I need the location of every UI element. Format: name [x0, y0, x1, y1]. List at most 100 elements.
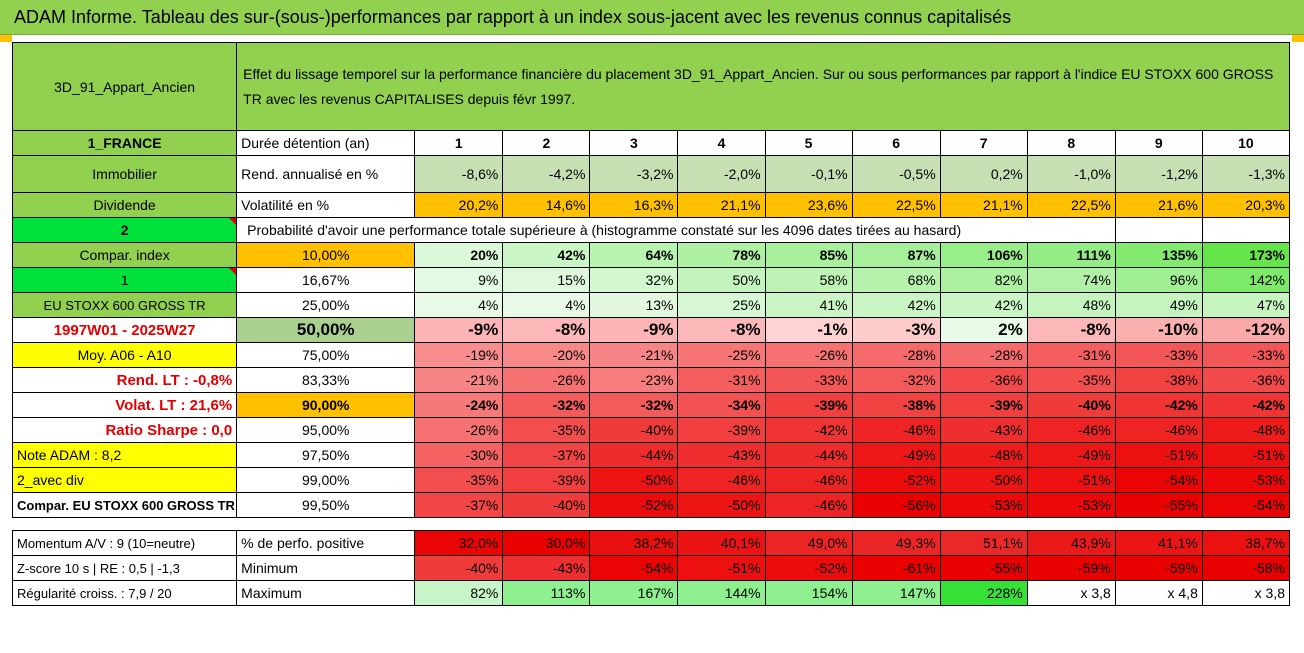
- positive-row: Momentum A/V : 9 (10=neutre)% de perfo. …: [11, 530, 1291, 556]
- quantile-pct: 90,00%: [236, 392, 416, 418]
- positive-value: 38,2%: [589, 530, 679, 556]
- positive-label: % de perfo. positive: [236, 530, 416, 556]
- quantile-value: -38%: [1114, 367, 1203, 393]
- quantile-row: Moy. A06 - A10 75,00% -19% -20% -21% -25% -26%…: [11, 342, 1291, 368]
- quantile-value: -39%: [677, 417, 766, 443]
- description-cell: Effet du lissage temporel sur la perform…: [236, 42, 1290, 131]
- quantile-value: -12%: [1201, 317, 1291, 343]
- quantile-row: 1997W01 - 2025W27 50,00% -9% -8% -9% -8% -1% -3…: [11, 317, 1291, 343]
- quantile-value: -32%: [851, 367, 941, 393]
- quantile-value: -40%: [502, 492, 591, 518]
- quantile-row: Note ADAM : 8,2 97,50% -30% -37% -44% -43% -44…: [11, 442, 1291, 468]
- quantile-value: -21%: [589, 342, 679, 368]
- duration-value: 8: [1026, 130, 1116, 156]
- blank-cell: [1201, 217, 1291, 243]
- quantile-value: -56%: [851, 492, 941, 518]
- positive-value: 30,0%: [502, 530, 591, 556]
- quantile-value: -42%: [764, 417, 853, 443]
- spacer-row: [12, 517, 1290, 531]
- quantile-pct: 25,00%: [236, 292, 416, 318]
- quantile-value: -50%: [939, 467, 1028, 493]
- quantile-pct: 83,33%: [236, 367, 416, 393]
- volatility-value: 16,3%: [589, 192, 679, 218]
- return-value: -2,0%: [677, 155, 766, 193]
- duration-value: 6: [851, 130, 941, 156]
- quantile-pct: 95,00%: [236, 417, 416, 443]
- positive-value: 40,1%: [677, 530, 766, 556]
- quantile-left-label: Ratio Sharpe : 0,0: [11, 417, 238, 443]
- spacer-cell: [852, 517, 941, 531]
- quantile-value: -52%: [589, 492, 679, 518]
- quantile-value: -3%: [851, 317, 941, 343]
- quantile-value: -28%: [851, 342, 941, 368]
- quantile-value: 78%: [677, 242, 766, 268]
- quantile-value: 25%: [677, 292, 766, 318]
- quantile-value: 142%: [1201, 267, 1291, 293]
- minimum-value: -59%: [1114, 555, 1203, 581]
- positive-value: 49,0%: [764, 530, 853, 556]
- volatility-value: 20,2%: [414, 192, 504, 218]
- maximum-value: 144%: [677, 580, 766, 606]
- maximum-row: Régularité croiss. : 7,9 / 20 Maximum 82% 1…: [11, 580, 1291, 606]
- quantile-pct: 75,00%: [236, 342, 416, 368]
- spacer-cell: [414, 517, 503, 531]
- quantile-value: -23%: [589, 367, 679, 393]
- quantile-value: -44%: [589, 442, 679, 468]
- positive-value: 43,9%: [1026, 530, 1116, 556]
- spacer-cell: [1115, 517, 1203, 531]
- header-row: 3D_91_Appart_Ancien Effet du lissage tem…: [11, 42, 1290, 131]
- quantile-value: -53%: [1201, 467, 1291, 493]
- quantile-value: -40%: [589, 417, 679, 443]
- income-type-cell: Dividende: [11, 192, 238, 218]
- volatility-value: 14,6%: [502, 192, 591, 218]
- spacer-cell: [1202, 517, 1290, 531]
- quantile-value: -36%: [1201, 367, 1291, 393]
- volatility-value: 22,5%: [1026, 192, 1116, 218]
- minimum-value: -51%: [677, 555, 766, 581]
- volatility-value: 23,6%: [764, 192, 853, 218]
- quantile-value: -24%: [414, 392, 504, 418]
- quantile-value: 49%: [1114, 292, 1203, 318]
- quantile-value: 58%: [764, 267, 853, 293]
- quantile-left-label: 1997W01 - 2025W27: [11, 317, 238, 343]
- quantile-value: -10%: [1114, 317, 1203, 343]
- quantile-pct: 10,00%: [236, 242, 416, 268]
- scenario-number-cell: 2: [11, 217, 238, 243]
- quantile-value: -39%: [502, 467, 591, 493]
- return-value: -3,2%: [589, 155, 679, 193]
- probability-label: Probabilité d'avoir une performance tota…: [236, 217, 1116, 243]
- quantile-value: -50%: [677, 492, 766, 518]
- quantile-value: -26%: [502, 367, 591, 393]
- quantile-value: 106%: [939, 242, 1028, 268]
- quantile-value: 135%: [1114, 242, 1203, 268]
- return-value: -4,2%: [502, 155, 591, 193]
- quantile-value: 85%: [764, 242, 853, 268]
- quantile-value: -39%: [764, 392, 853, 418]
- quantile-value: -33%: [1201, 342, 1291, 368]
- quantile-value: -36%: [939, 367, 1028, 393]
- volatility-value: 20,3%: [1201, 192, 1291, 218]
- quantile-value: -8%: [1026, 317, 1116, 343]
- quantile-left-label: Compar. EU STOXX 600 GROSS TR: [11, 492, 238, 518]
- quantile-value: 64%: [589, 242, 679, 268]
- quantile-value: -43%: [677, 442, 766, 468]
- quantile-value: 42%: [851, 292, 941, 318]
- performance-table: 3D_91_Appart_Ancien Effet du lissage tem…: [11, 42, 1291, 606]
- quantile-row: 2_avec div 99,00% -35% -39% -50% -46% -46% -52%…: [11, 467, 1291, 493]
- spacer-cell: [677, 517, 766, 531]
- maximum-value: x 3,8: [1026, 580, 1116, 606]
- zscore-cell: Z-score 10 s | RE : 0,5 | -1,3: [11, 555, 238, 581]
- quantile-value: -35%: [1026, 367, 1116, 393]
- quantile-value: -46%: [677, 467, 766, 493]
- quantile-value: 173%: [1201, 242, 1291, 268]
- quantile-value: -39%: [939, 392, 1028, 418]
- quantile-value: -46%: [851, 417, 941, 443]
- quantile-value: 74%: [1026, 267, 1116, 293]
- quantile-value: -8%: [502, 317, 591, 343]
- quantile-value: 47%: [1201, 292, 1291, 318]
- quantile-value: 2%: [939, 317, 1028, 343]
- return-value: -0,5%: [851, 155, 941, 193]
- volatility-value: 22,5%: [851, 192, 941, 218]
- quantile-value: -43%: [939, 417, 1028, 443]
- quantile-value: -46%: [764, 492, 853, 518]
